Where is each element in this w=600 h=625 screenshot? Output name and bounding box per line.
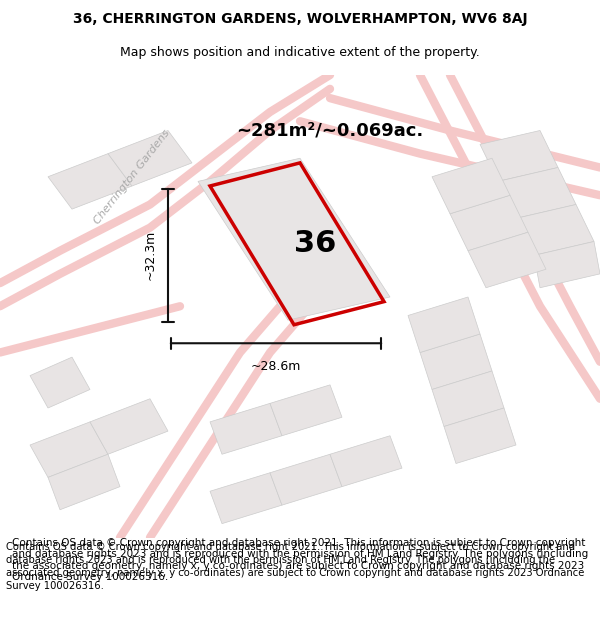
- Polygon shape: [90, 399, 168, 454]
- Text: ~281m²/~0.069ac.: ~281m²/~0.069ac.: [236, 121, 424, 139]
- Polygon shape: [330, 436, 402, 487]
- Polygon shape: [48, 454, 120, 510]
- Text: Map shows position and indicative extent of the property.: Map shows position and indicative extent…: [120, 46, 480, 59]
- Polygon shape: [198, 158, 390, 320]
- Polygon shape: [108, 131, 192, 186]
- Polygon shape: [450, 195, 528, 251]
- Polygon shape: [444, 408, 516, 464]
- Polygon shape: [432, 158, 510, 214]
- Text: ~28.6m: ~28.6m: [251, 360, 301, 373]
- Text: Cherrington Gardens: Cherrington Gardens: [92, 127, 172, 226]
- Polygon shape: [432, 371, 504, 426]
- Polygon shape: [48, 154, 132, 209]
- Polygon shape: [30, 357, 90, 408]
- Polygon shape: [210, 403, 282, 454]
- Polygon shape: [210, 472, 282, 524]
- Text: Contains OS data © Crown copyright and database right 2021. This information is : Contains OS data © Crown copyright and d…: [6, 542, 584, 591]
- Text: Contains OS data © Crown copyright and database right 2021. This information is : Contains OS data © Crown copyright and d…: [12, 538, 588, 582]
- Polygon shape: [30, 422, 108, 478]
- Polygon shape: [420, 334, 492, 389]
- Polygon shape: [480, 131, 558, 181]
- Text: ~32.3m: ~32.3m: [143, 230, 157, 281]
- Polygon shape: [498, 168, 576, 218]
- Text: 36: 36: [294, 229, 336, 258]
- Polygon shape: [270, 454, 342, 505]
- Polygon shape: [534, 241, 600, 288]
- Polygon shape: [270, 385, 342, 436]
- Polygon shape: [468, 232, 546, 288]
- Polygon shape: [516, 204, 594, 256]
- Polygon shape: [408, 297, 480, 352]
- Text: 36, CHERRINGTON GARDENS, WOLVERHAMPTON, WV6 8AJ: 36, CHERRINGTON GARDENS, WOLVERHAMPTON, …: [73, 12, 527, 26]
